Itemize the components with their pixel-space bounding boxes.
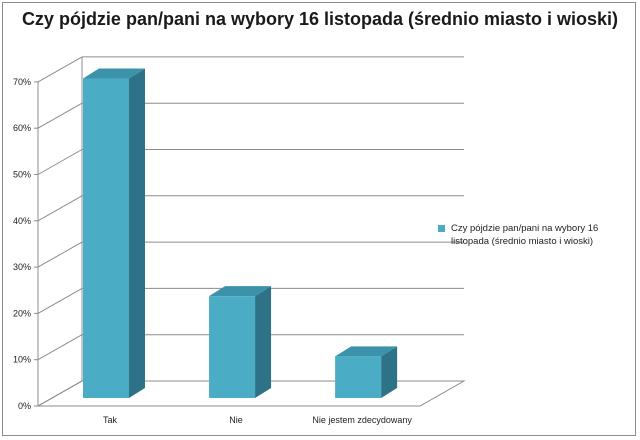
gridline-side [37, 149, 83, 175]
gridline-side [37, 287, 83, 314]
y-tick-label: 20% [13, 308, 31, 318]
y-tick-label: 70% [13, 77, 31, 87]
y-tick-label: 30% [13, 262, 31, 272]
x-tick-label: Nie jestem zdecydowany [312, 415, 412, 425]
x-tick-label: Nie [229, 415, 243, 425]
gridline-side [37, 195, 83, 222]
bar-side-0 [129, 68, 145, 398]
chart-title: Czy pójdzie pan/pani na wybory 16 listop… [21, 9, 619, 29]
bar-side-1 [255, 286, 272, 398]
y-tick-label: 40% [13, 216, 31, 226]
plot-floor [36, 380, 466, 407]
gridline-side [37, 334, 83, 361]
x-tick-label: Tak [103, 415, 118, 425]
bar-side-2 [381, 346, 398, 398]
bar-0 [83, 78, 129, 398]
bar-1 [209, 296, 256, 398]
bar-top-2 [335, 346, 398, 357]
gridline-side [37, 241, 83, 268]
bar-top-1 [209, 286, 272, 297]
legend-swatch [438, 225, 445, 232]
y-tick-label: 0% [18, 401, 31, 411]
gridline-side [37, 56, 83, 83]
bar-2 [335, 356, 382, 398]
y-tick-label: 60% [13, 123, 31, 133]
y-tick-label: 50% [13, 170, 31, 180]
bar-top-0 [83, 68, 145, 79]
y-tick-label: 10% [13, 355, 31, 365]
legend-label: Czy pójdzie pan/pani na wybory 16 listop… [451, 223, 599, 247]
gridline-side [37, 102, 83, 129]
